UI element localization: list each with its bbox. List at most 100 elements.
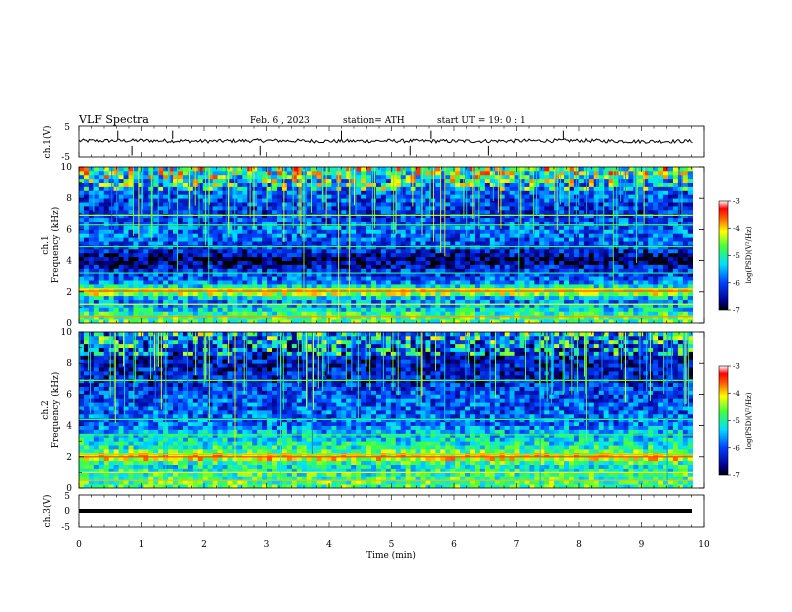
spectrogram-cell [613,170,619,176]
spectrogram-cell [88,303,95,308]
spectrogram-cell [168,202,174,207]
spectrogram-cell [569,241,575,246]
spectrogram-cell [262,268,268,273]
spectrogram-cell [608,295,614,300]
spectrogram-cell [405,170,412,176]
spectrogram-cell [138,217,144,222]
spectrogram-cell [588,225,595,230]
spectrogram-cell [499,284,506,289]
spectrogram-cell [677,237,684,242]
spectrogram-cell [326,206,332,211]
spectrogram-cell [470,291,476,297]
spectrogram-cell [83,307,90,312]
spectrogram-cell [331,311,337,316]
spectrogram-cell [326,186,332,191]
spectrogram-cell [539,272,545,277]
spectrogram-cell [445,174,451,180]
spectrogram-cell [677,225,684,230]
spectrogram-cell [153,268,159,273]
spectrogram-cell [371,186,377,191]
spectrogram-cell [663,206,669,211]
spectrogram-cell [450,217,456,222]
spectrogram-cell [252,229,258,234]
spectrogram-cell [257,170,263,176]
spectrogram-cell [474,303,481,308]
spectrogram-cell [232,264,238,269]
spectrogram-cell [648,178,654,183]
spectrogram-cell [425,206,431,211]
spectrogram-cell [361,221,367,226]
spectrogram-cell [197,260,204,265]
spectrogram-cell [430,260,436,265]
spectrogram-cell [628,284,634,289]
spectrogram-cell [638,284,644,289]
spectrogram-cell [405,291,412,297]
spectrogram-cell [173,202,179,207]
spectrogram-cell [484,241,491,246]
spectrogram-cell [400,221,407,226]
spectrogram-cell [83,291,90,297]
spectrogram-cell [554,256,560,261]
spectrogram-cell [623,178,629,183]
spectrogram-cell [158,170,164,176]
spectrogram-cell [247,217,253,222]
spectrogram-cell [187,252,194,258]
spectrogram-cell [237,221,243,226]
spectrogram-cell [296,276,303,281]
spectrogram-cell [450,280,456,285]
spectrogram-cell [108,280,115,285]
spectrogram-cell [554,287,560,293]
spectrogram-cell [440,272,446,277]
spectrogram-cell [455,167,461,172]
spectrogram-cell [420,178,426,183]
spectrogram-cell [450,178,456,183]
spectrogram-cell [177,209,184,215]
spectrogram-cell [98,221,105,226]
spectrogram-cell [514,284,520,289]
spectrogram-cell [341,311,347,316]
spectrogram-cell [326,198,332,203]
spectrogram-cell [504,303,511,308]
spectrogram-cell [390,307,397,312]
spectrogram-cell [564,221,570,226]
spectrogram-cell [529,272,535,277]
spectrogram-cell [316,217,322,222]
spectrogram-cell [544,174,550,180]
spectrogram-cell [608,167,614,172]
spectrogram-cell [603,311,610,316]
spectrogram-cell [242,299,248,304]
spectrogram-cell [128,190,134,195]
spectrogram-cell [450,194,456,199]
spectrogram-cell [465,256,471,261]
spectrogram-cell [321,268,327,273]
spectrogram-cell [484,237,491,242]
spectrogram-cell [326,311,332,316]
spectrogram-cell [534,291,540,297]
spectrogram-cell [247,229,253,234]
spectrogram-cell [272,284,278,289]
spectrogram-cell [331,276,337,281]
spectrogram-cell [222,194,228,199]
spectrogram-cell [163,307,169,312]
spectrogram-cell [276,287,283,293]
spectrogram-cell [668,307,674,312]
spectrogram-cell [296,299,303,304]
spectrogram-cell [405,284,412,289]
spectrogram-cell [628,178,634,183]
spectrogram-cell [93,170,100,176]
spectrogram-cell [341,198,347,203]
spectrogram-cell [514,256,520,261]
spectrogram-cell [242,252,248,258]
spectrogram-cell [613,209,619,215]
spectrogram-cell [425,291,431,297]
spectrogram-cell [539,311,545,316]
spectrogram-cell [395,280,402,285]
spectrogram-cell [460,307,466,312]
spectrogram-cell [217,237,223,242]
spectrogram-cell [192,209,199,215]
spectrogram-cell [326,182,332,187]
spectrogram-cell [420,202,426,207]
spectrogram-cell [351,233,357,238]
spectrogram-cell [445,307,451,312]
spectrogram-cell [123,186,129,191]
